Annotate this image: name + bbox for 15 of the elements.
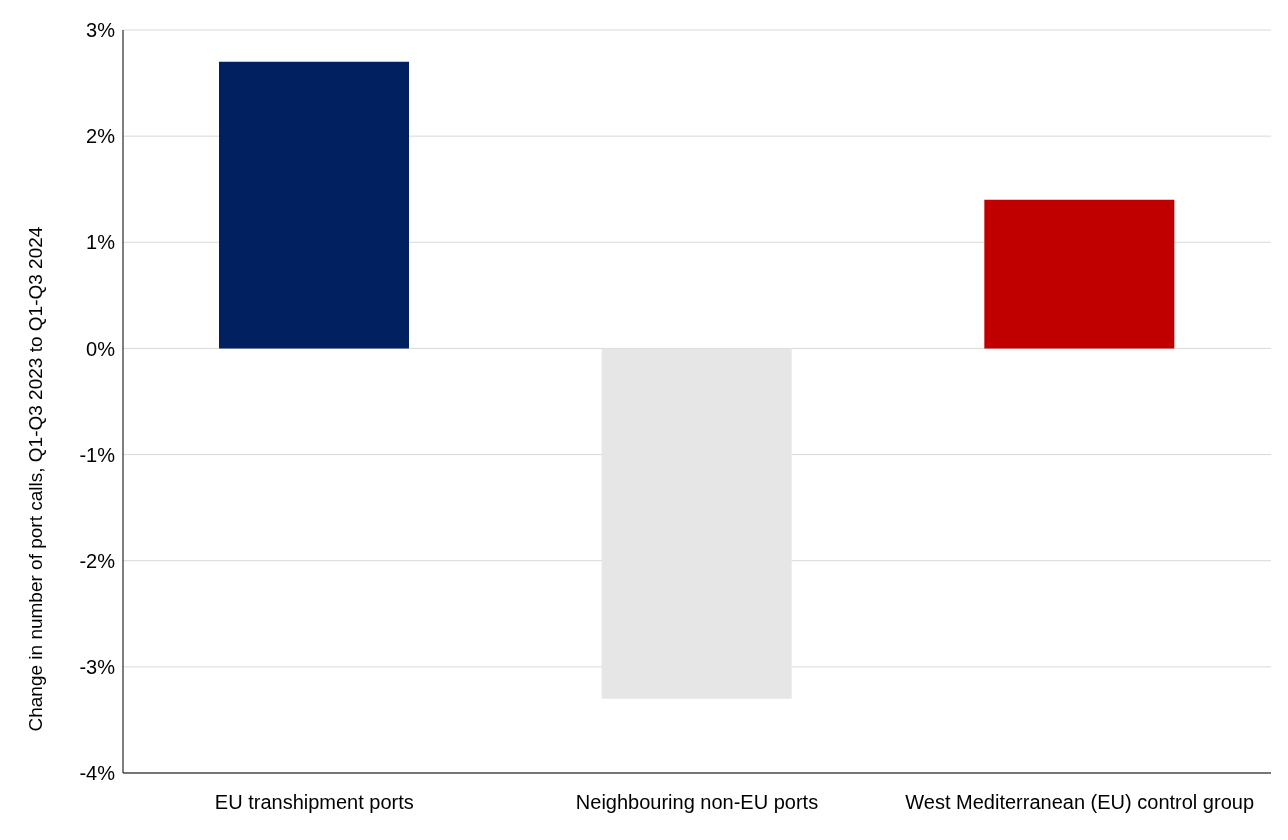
- x-tick-label: West Mediterranean (EU) control group: [905, 791, 1254, 814]
- bar: [219, 61, 409, 349]
- y-tick-label: -1%: [79, 443, 116, 466]
- y-tick-label: 0%: [86, 337, 116, 360]
- y-axis-title: Change in number of port calls, Q1-Q3 2023 to Q1-Q3 2024: [24, 226, 46, 732]
- bar: [984, 199, 1175, 349]
- bar: [601, 348, 792, 699]
- y-tick-label: 2%: [86, 125, 116, 148]
- x-tick-label: Neighbouring non-EU ports: [575, 791, 819, 814]
- x-tick-label: EU transhipment ports: [214, 791, 414, 814]
- y-tick-label: -3%: [79, 655, 116, 678]
- y-tick-label: 3%: [86, 19, 116, 42]
- y-tick-label: -2%: [79, 549, 116, 572]
- y-tick-label: -4%: [79, 762, 116, 785]
- y-tick-label: 1%: [86, 231, 116, 254]
